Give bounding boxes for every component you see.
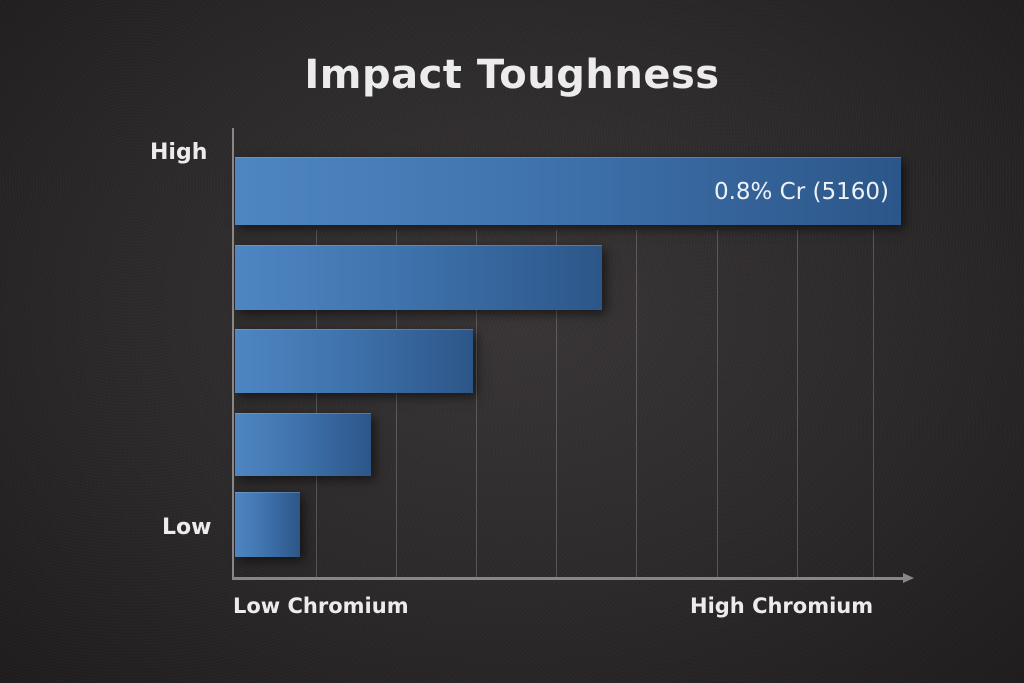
gridline <box>396 230 397 577</box>
x-axis-low-label: Low Chromium <box>233 594 409 618</box>
gridline <box>476 230 477 577</box>
bar-2 <box>235 245 602 310</box>
y-axis-line <box>232 128 234 579</box>
bar-4 <box>235 413 371 476</box>
y-axis-low-label: Low <box>162 515 212 540</box>
bar-label: 0.8% Cr (5160) <box>713 178 889 205</box>
gridline <box>556 230 557 577</box>
gridline <box>797 230 798 577</box>
gridline <box>316 230 317 577</box>
x-axis-line <box>232 577 904 580</box>
bar-1: 0.8% Cr (5160) <box>235 157 901 225</box>
bar-5 <box>235 492 300 557</box>
chart-title: Impact Toughness <box>304 52 720 98</box>
x-axis-high-label: High Chromium <box>690 594 874 618</box>
y-axis-high-label: High <box>150 140 208 165</box>
gridline <box>636 230 637 577</box>
gridline <box>717 230 718 577</box>
x-axis-arrow-icon <box>903 573 914 583</box>
gridline <box>873 230 874 577</box>
bar-3 <box>235 329 473 393</box>
